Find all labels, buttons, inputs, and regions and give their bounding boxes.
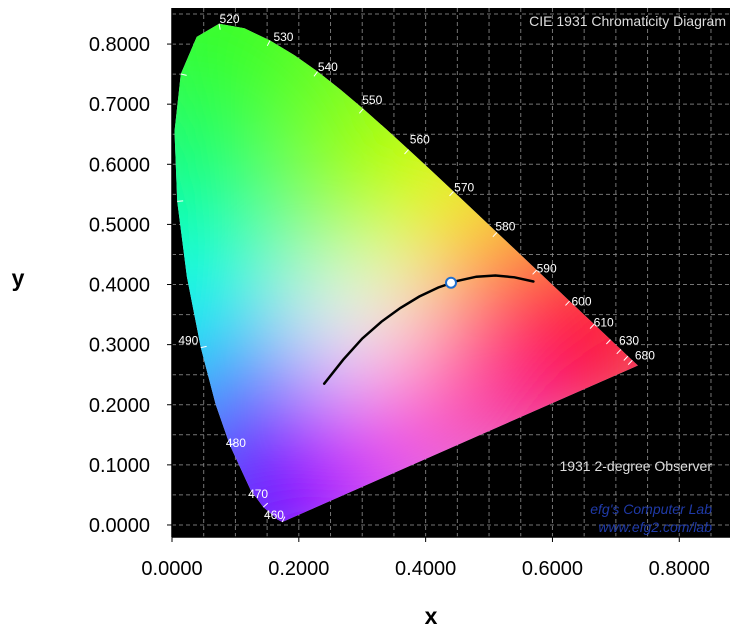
y-tick-label: 0.7000 — [89, 94, 150, 116]
y-tick-label: 0.5000 — [89, 214, 150, 236]
data-series — [322, 274, 535, 385]
wavelength-tick — [605, 339, 611, 345]
y-tick-label: 0.8000 — [89, 34, 150, 56]
wavelength-label: 590 — [537, 262, 557, 276]
wavelength-tick — [623, 355, 629, 361]
x-tick-label: 0.0000 — [141, 558, 202, 580]
wavelength-tick — [262, 502, 269, 508]
wavelength-label: 520 — [220, 12, 240, 26]
wavelength-tick — [565, 300, 570, 306]
wavelength-tick — [616, 349, 622, 355]
gamut-color-blobs — [174, 23, 638, 522]
wavelength-label: 610 — [594, 316, 614, 330]
y-axis-label: y — [12, 265, 25, 291]
wavelength-label: 490 — [178, 334, 198, 348]
axis-frame — [171, 8, 730, 538]
wavelength-label: 550 — [362, 93, 382, 107]
wavelength-label: 630 — [619, 334, 639, 348]
wavelength-labels: 4604704804905205305405505605705805906006… — [178, 12, 655, 522]
wavelength-label: 600 — [571, 295, 591, 309]
watermark-line-1: efg's Computer Lab — [590, 501, 712, 517]
wavelength-label: 470 — [248, 487, 268, 501]
wavelength-tick — [358, 108, 364, 114]
chart-subtitle: 1931 2-degree Observer — [559, 458, 712, 474]
y-tick-label: 0.1000 — [89, 455, 150, 477]
wavelength-tick — [532, 269, 538, 275]
x-tick-label: 0.6000 — [522, 558, 583, 580]
wavelength-ticks — [177, 23, 633, 523]
y-tick-label: 0.6000 — [89, 154, 150, 176]
x-axis-tick-labels: 0.0000 0.2000 0.4000 0.6000 0.8000 — [141, 537, 710, 580]
wavelength-label: 570 — [454, 180, 474, 194]
wavelength-label: 480 — [226, 436, 246, 450]
y-axis-tick-labels: 0.0000 0.1000 0.2000 0.3000 0.4000 0.5000 0.60… — [89, 34, 172, 537]
x-tick-label: 0.8000 — [649, 558, 710, 580]
wavelength-tick — [180, 73, 187, 76]
wavelength-tick — [177, 200, 184, 202]
y-tick-label: 0.0000 — [89, 515, 150, 537]
wavelength-label: 530 — [273, 30, 293, 44]
y-tick-label: 0.3000 — [89, 335, 150, 357]
wavelength-tick — [266, 40, 271, 47]
wavelength-tick — [449, 191, 454, 197]
wavelength-tick — [492, 232, 498, 238]
wavelength-tick — [200, 345, 207, 349]
wavelength-label: 540 — [318, 60, 338, 74]
x-tick-label: 0.4000 — [395, 558, 456, 580]
watermark-line-2: www.efg2.com/lab — [598, 519, 712, 535]
y-tick-label: 0.2000 — [89, 395, 150, 417]
gamut-blob — [302, 266, 423, 387]
data-point — [445, 276, 457, 289]
y-tick-label: 0.4000 — [89, 275, 150, 297]
planckian-locus-line — [322, 274, 535, 385]
chart-title: CIE 1931 Chromaticity Diagram — [529, 13, 726, 29]
wavelength-tick — [229, 442, 236, 446]
wavelength-label: 580 — [495, 219, 515, 233]
wavelength-label: 560 — [410, 132, 430, 146]
x-axis-label: x — [425, 603, 438, 629]
wavelength-tick — [404, 149, 409, 155]
wavelength-label: 460 — [264, 508, 284, 522]
x-tick-label: 0.2000 — [268, 558, 329, 580]
wavelength-tick — [218, 23, 221, 30]
wavelength-tick — [281, 516, 286, 523]
wavelength-label: 680 — [635, 349, 655, 363]
wavelength-tick — [627, 359, 633, 365]
wavelength-tick — [589, 323, 595, 329]
wavelength-tick — [313, 71, 318, 77]
